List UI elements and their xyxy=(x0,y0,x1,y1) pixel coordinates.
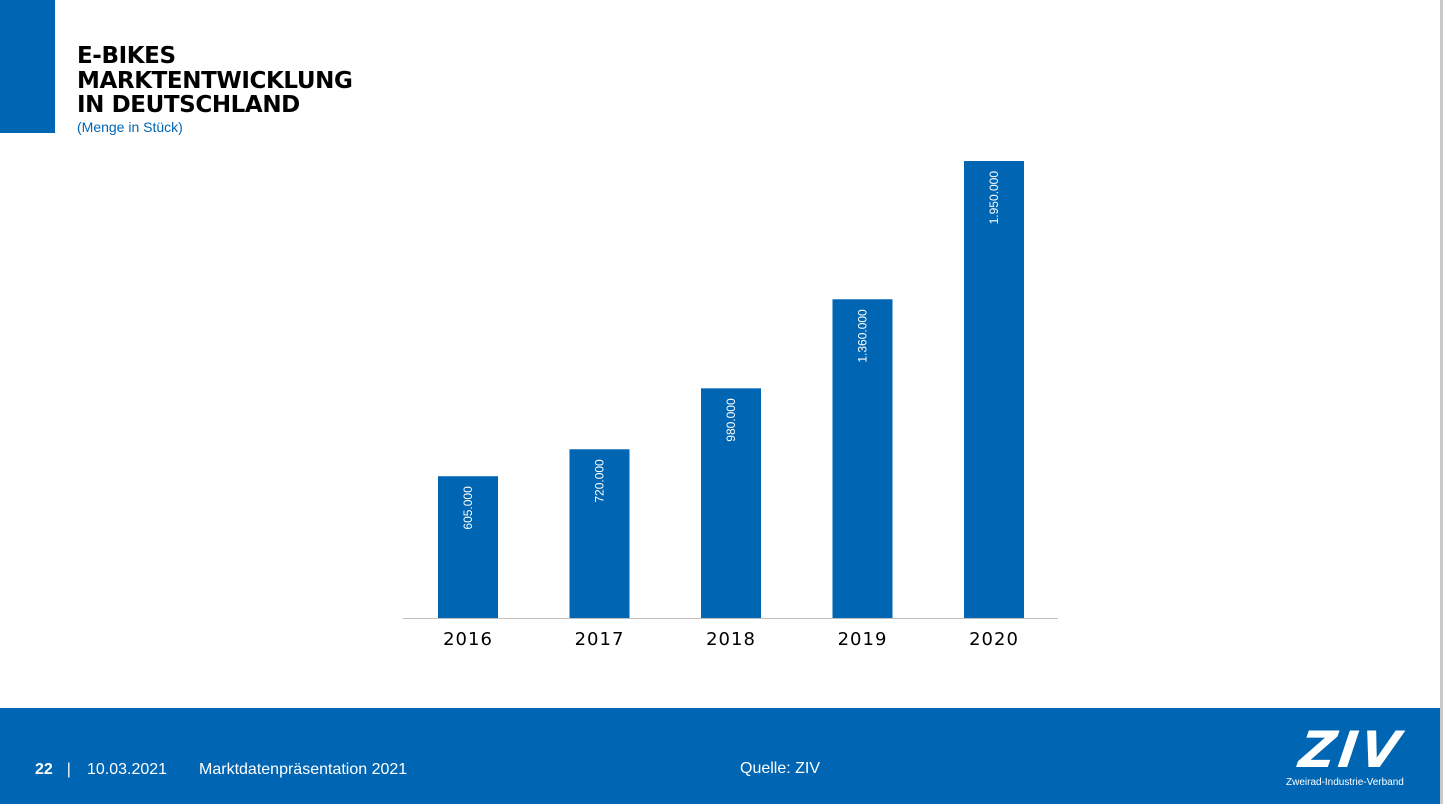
x-tick-label-2019: 2019 xyxy=(838,629,888,650)
slide-edge xyxy=(1440,0,1443,804)
footer-bar: 22 | 10.03.2021 Marktdatenpräsentation 2… xyxy=(0,708,1440,804)
page-title-line-2: MARKTENTWICKLUNG xyxy=(77,67,353,94)
footer-info: 22 | 10.03.2021 Marktdatenpräsentation 2… xyxy=(35,761,407,779)
logo-tagline: Zweirad-Industrie-Verband xyxy=(1286,777,1404,788)
x-tick-label-2016: 2016 xyxy=(443,629,493,650)
data-label-2016: 605.000 xyxy=(461,486,475,530)
footer-source: Quelle: ZIV xyxy=(740,760,821,777)
page-subtitle: (Menge in Stück) xyxy=(77,118,183,135)
x-tick-label-2017: 2017 xyxy=(575,629,625,650)
data-label-2019: 1.360.000 xyxy=(856,309,870,363)
logo-wordmark: ZIV xyxy=(1295,721,1407,779)
footer-presentation-title: Marktdatenpräsentation 2021 xyxy=(199,761,408,778)
footer-separator: | xyxy=(66,761,71,778)
page-title-line-3: IN DEUTSCHLAND xyxy=(77,92,300,118)
bar-chart: 605.000 2016 720.000 2017 980.000 2018 1.360.0… xyxy=(403,161,1058,650)
bar-2019 xyxy=(832,299,893,618)
title-block: E-BIKES MARKTENTWICKLUNG IN DEUTSCHLAND … xyxy=(77,43,353,135)
x-tick-label-2018: 2018 xyxy=(706,629,756,650)
bar-2018 xyxy=(701,388,761,618)
ziv-logo: ZIV Zweirad-Industrie-Verband xyxy=(1286,721,1416,788)
data-label-2017: 720.000 xyxy=(593,459,607,503)
footer-date: 10.03.2021 xyxy=(86,761,168,778)
page-number: 22 xyxy=(35,761,53,778)
page-title-line-1: E-BIKES xyxy=(77,43,176,69)
bar-2017 xyxy=(569,449,630,618)
x-tick-label-2020: 2020 xyxy=(969,629,1019,650)
bar-2016 xyxy=(438,476,498,618)
bar-2020 xyxy=(964,161,1024,618)
accent-block xyxy=(0,0,55,133)
data-label-2018: 980.000 xyxy=(724,398,738,442)
data-label-2020: 1.950.000 xyxy=(987,171,1001,225)
